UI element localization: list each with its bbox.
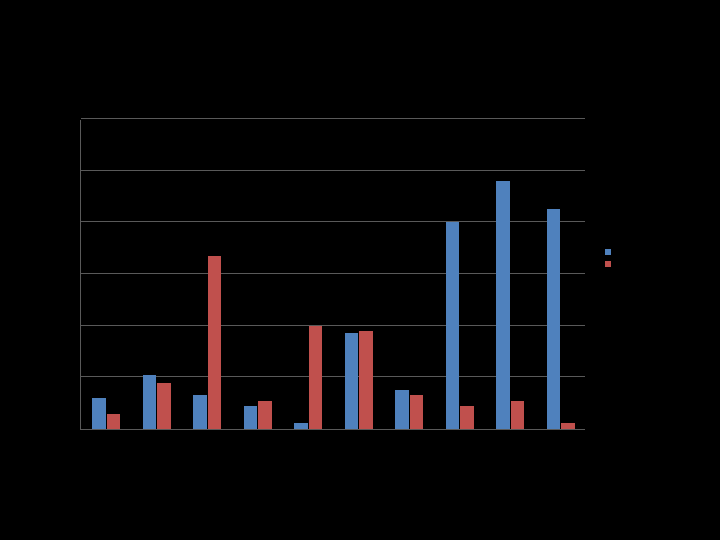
bar	[244, 406, 258, 429]
bar	[92, 398, 106, 429]
bar	[143, 375, 157, 429]
legend-swatch	[605, 249, 611, 255]
bar-chart	[80, 120, 585, 430]
bar	[309, 326, 323, 429]
bar	[359, 331, 373, 429]
bar	[561, 423, 575, 429]
bar	[294, 423, 308, 429]
bar	[410, 395, 424, 429]
bar	[547, 209, 561, 429]
bar	[157, 383, 171, 430]
bar	[208, 256, 222, 429]
bar	[460, 406, 474, 429]
gridline	[81, 170, 585, 171]
plot-area	[80, 120, 585, 430]
gridline	[81, 118, 585, 119]
bar	[193, 395, 207, 429]
bar	[107, 414, 121, 430]
legend: Series 1 Series 2	[605, 245, 652, 271]
legend-item: Series 2	[605, 259, 652, 269]
legend-item: Series 1	[605, 247, 652, 257]
bar	[395, 390, 409, 429]
bar	[496, 181, 510, 429]
bar	[511, 401, 525, 429]
legend-label: Series 2	[615, 259, 652, 269]
bar	[258, 401, 272, 429]
legend-swatch	[605, 261, 611, 267]
bar	[345, 333, 359, 429]
legend-label: Series 1	[615, 247, 652, 257]
bar	[446, 222, 460, 429]
